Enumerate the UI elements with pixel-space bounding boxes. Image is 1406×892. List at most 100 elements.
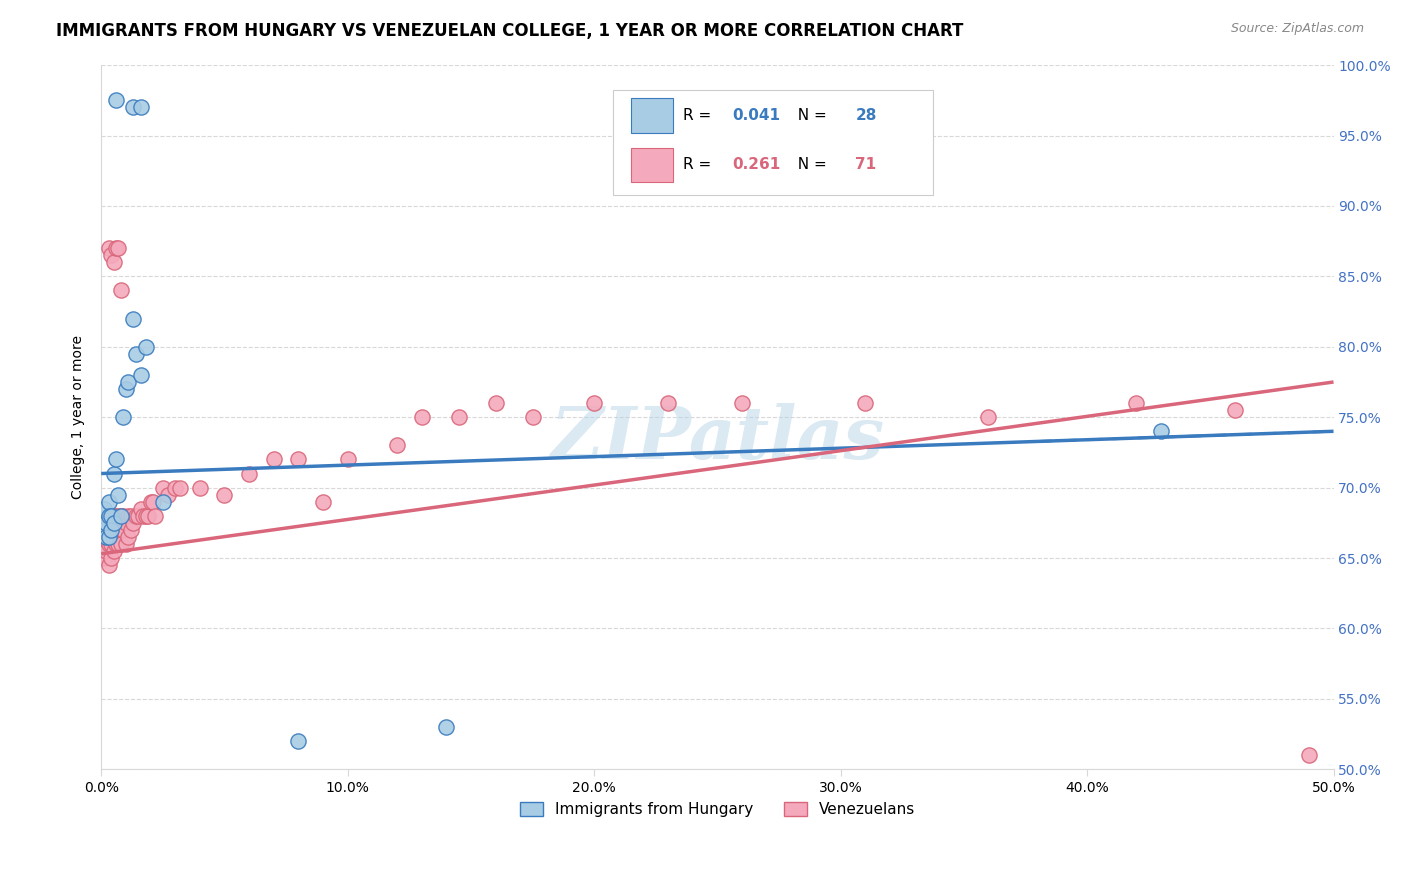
Point: [103, 255, 125, 269]
Text: ZIPatlas: ZIPatlas: [550, 403, 884, 474]
Point: [447, 410, 470, 425]
Point: [120, 523, 142, 537]
Point: [129, 501, 152, 516]
Text: 0.261: 0.261: [733, 157, 780, 172]
Point: [312, 494, 335, 508]
Point: [93, 537, 115, 551]
Text: Source: ZipAtlas.com: Source: ZipAtlas.com: [1230, 22, 1364, 36]
Point: [152, 481, 174, 495]
Text: R =: R =: [683, 108, 716, 123]
Point: [100, 523, 122, 537]
Point: [127, 508, 149, 523]
Point: [165, 481, 187, 495]
Text: 71: 71: [855, 157, 876, 172]
Point: [583, 396, 606, 410]
Point: [1150, 425, 1173, 439]
Point: [103, 508, 125, 523]
Point: [117, 375, 139, 389]
Point: [100, 523, 122, 537]
Point: [125, 508, 148, 523]
Point: [110, 508, 132, 523]
Point: [110, 537, 132, 551]
Point: [103, 467, 125, 481]
Point: [105, 93, 128, 107]
Point: [238, 467, 260, 481]
Point: [103, 544, 125, 558]
Point: [129, 368, 152, 382]
Point: [120, 508, 142, 523]
Point: [100, 537, 122, 551]
Point: [93, 523, 115, 537]
Point: [110, 508, 132, 523]
Point: [135, 340, 157, 354]
Point: [1298, 748, 1320, 763]
Point: [93, 551, 115, 566]
Point: [97, 558, 120, 573]
Text: N =: N =: [787, 108, 831, 123]
Point: [522, 410, 544, 425]
Point: [100, 248, 122, 262]
Point: [105, 241, 128, 255]
Point: [107, 537, 129, 551]
Point: [152, 494, 174, 508]
Y-axis label: College, 1 year or more: College, 1 year or more: [72, 335, 86, 500]
Point: [287, 452, 309, 467]
Point: [112, 410, 135, 425]
FancyBboxPatch shape: [631, 98, 673, 133]
Point: [434, 720, 457, 734]
Text: 28: 28: [855, 108, 877, 123]
Text: IMMIGRANTS FROM HUNGARY VS VENEZUELAN COLLEGE, 1 YEAR OR MORE CORRELATION CHART: IMMIGRANTS FROM HUNGARY VS VENEZUELAN CO…: [56, 22, 963, 40]
Point: [657, 396, 679, 410]
Point: [94, 544, 117, 558]
Point: [112, 508, 135, 523]
Point: [214, 488, 236, 502]
Point: [188, 481, 211, 495]
Point: [97, 537, 120, 551]
Text: 0.041: 0.041: [733, 108, 780, 123]
Point: [129, 100, 152, 114]
Point: [94, 516, 117, 530]
Legend: Immigrants from Hungary, Venezuelans: Immigrants from Hungary, Venezuelans: [512, 795, 922, 825]
Point: [110, 523, 132, 537]
Point: [112, 523, 135, 537]
Point: [100, 508, 122, 523]
Point: [115, 537, 138, 551]
Point: [100, 551, 122, 566]
FancyBboxPatch shape: [631, 148, 673, 182]
Point: [977, 410, 1000, 425]
Point: [97, 516, 120, 530]
Point: [336, 452, 359, 467]
Point: [110, 284, 132, 298]
Text: N =: N =: [787, 157, 831, 172]
Point: [135, 508, 157, 523]
Point: [94, 530, 117, 544]
Point: [97, 241, 120, 255]
Point: [105, 537, 128, 551]
Point: [115, 516, 138, 530]
Point: [97, 508, 120, 523]
Point: [107, 241, 129, 255]
Point: [132, 508, 155, 523]
Point: [105, 508, 128, 523]
Point: [125, 347, 148, 361]
Point: [97, 494, 120, 508]
Point: [385, 438, 408, 452]
Point: [853, 396, 876, 410]
Point: [169, 481, 191, 495]
Point: [107, 488, 129, 502]
Point: [287, 734, 309, 748]
Point: [145, 508, 167, 523]
Point: [411, 410, 433, 425]
Point: [103, 530, 125, 544]
Text: R =: R =: [683, 157, 716, 172]
Point: [1125, 396, 1147, 410]
Point: [103, 516, 125, 530]
FancyBboxPatch shape: [613, 90, 934, 195]
Point: [136, 508, 159, 523]
Point: [156, 488, 179, 502]
Point: [94, 530, 117, 544]
Point: [139, 494, 162, 508]
Point: [107, 508, 129, 523]
Point: [107, 523, 129, 537]
Point: [115, 382, 138, 396]
